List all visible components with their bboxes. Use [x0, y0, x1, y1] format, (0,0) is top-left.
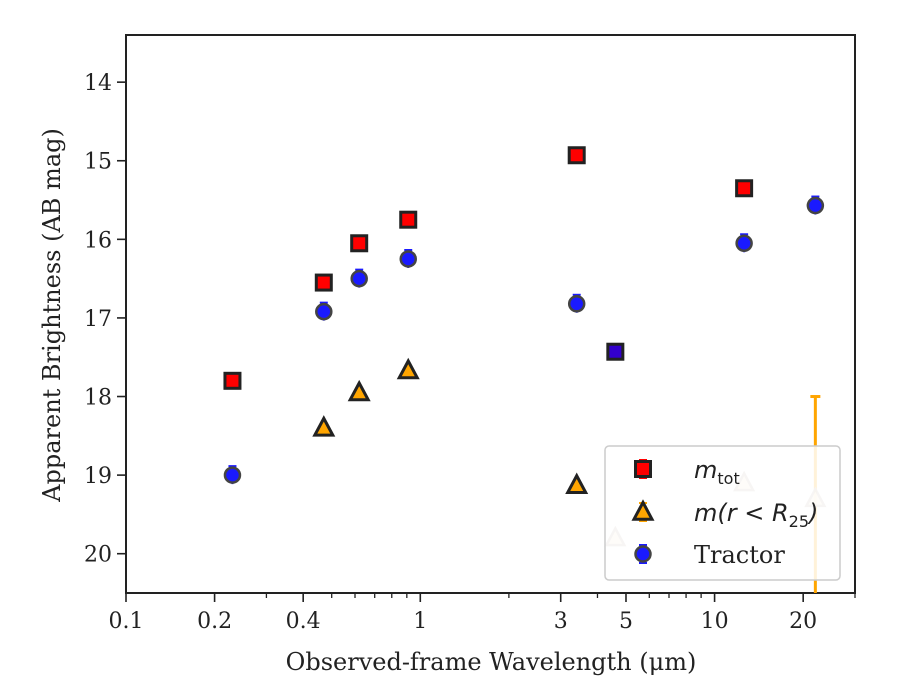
y-axis-title: Apparent Brightness (AB mag) — [38, 128, 66, 503]
y-tick-label: 19 — [84, 464, 112, 489]
square-marker — [567, 146, 586, 165]
square-marker — [350, 234, 369, 253]
circle-marker — [315, 302, 333, 321]
y-tick-label: 14 — [84, 71, 112, 96]
circle-marker — [399, 250, 417, 268]
circle-marker — [735, 234, 753, 253]
square-marker — [735, 179, 754, 198]
series-m-extra — [606, 342, 625, 361]
series-m-tot — [223, 146, 754, 390]
legend-label: mtot — [694, 456, 740, 488]
legend-label: Tractor — [694, 541, 785, 569]
triangle-marker — [312, 415, 336, 437]
x-tick-label: 0.1 — [109, 609, 144, 634]
x-tick-label: 1 — [413, 609, 427, 634]
circle-marker — [806, 196, 825, 215]
legend-triangle-marker — [631, 499, 655, 521]
legend-square-marker — [634, 460, 652, 478]
y-tick-label: 17 — [84, 307, 112, 332]
x-tick-label: 3 — [554, 609, 568, 634]
circle-marker — [223, 466, 242, 484]
y-tick-label: 20 — [84, 543, 112, 568]
x-tick-label: 20 — [789, 609, 817, 634]
legend-circle-marker — [634, 545, 652, 563]
x-tick-label: 10 — [701, 609, 729, 634]
legend-box — [604, 445, 841, 581]
x-tick-label: 0.2 — [197, 609, 232, 634]
x-tick-label: 5 — [619, 609, 633, 634]
series-m-r-r25- — [312, 357, 589, 495]
y-tick-label: 15 — [84, 150, 112, 175]
series-tractor — [223, 195, 825, 485]
x-axis-title: Observed-frame Wavelength (μm) — [286, 648, 697, 676]
triangle-marker — [565, 472, 589, 495]
square-marker — [314, 273, 333, 292]
square-marker — [223, 371, 242, 390]
y-tick-label: 16 — [84, 228, 112, 253]
legend: mtot m(r < R25) Tractor — [604, 445, 841, 581]
square-marker — [606, 342, 625, 361]
y-tick-label: 18 — [84, 386, 112, 411]
x-tick-label: 0.4 — [286, 609, 321, 634]
triangle-marker — [396, 357, 420, 380]
triangle-marker — [347, 379, 371, 402]
plot-frame — [125, 34, 856, 594]
legend-label: m(r < R25) — [694, 499, 818, 531]
square-marker — [399, 210, 418, 229]
circle-marker — [350, 269, 368, 288]
circle-marker — [567, 295, 586, 313]
